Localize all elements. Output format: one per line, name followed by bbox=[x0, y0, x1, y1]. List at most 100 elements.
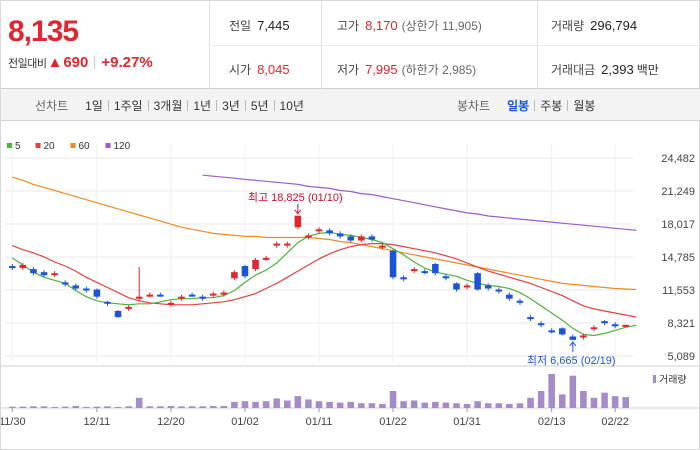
volume-bar bbox=[262, 401, 270, 408]
volume-bar bbox=[484, 403, 492, 408]
candle-body bbox=[72, 285, 80, 289]
y-tick-label: 8,321 bbox=[667, 318, 695, 330]
candle-body bbox=[622, 324, 629, 327]
candles bbox=[9, 215, 629, 340]
candle-body bbox=[537, 323, 545, 326]
divider bbox=[107, 99, 109, 111]
divider bbox=[187, 99, 189, 111]
y-tick-label: 14,785 bbox=[661, 252, 695, 264]
period-1y-button[interactable]: 1년 bbox=[193, 98, 212, 113]
ma-legend: 5 20 60 120 bbox=[7, 141, 131, 152]
volume-bar bbox=[51, 406, 58, 408]
volume-bar bbox=[336, 402, 344, 408]
divider bbox=[537, 1, 538, 89]
candle-body bbox=[283, 243, 291, 246]
quote-panel: 8,135 전일대비 ▲ 690 +9.27% 전일 7,445 고가 8,17… bbox=[1, 1, 700, 89]
candlestick-chart[interactable]: 5 20 60 120 최고 18,825 (01/10) 최저 6,665 (02/1… bbox=[0, 122, 700, 450]
volume-bar bbox=[294, 396, 302, 408]
volume-bar bbox=[252, 401, 259, 408]
volume-bar bbox=[283, 400, 291, 408]
volume-bar bbox=[474, 401, 481, 408]
annotations: 최고 18,825 (01/10) 최저 6,665 (02/19) bbox=[248, 191, 616, 367]
period-3m-button[interactable]: 3개월 bbox=[153, 98, 183, 113]
candle-body bbox=[336, 233, 344, 237]
current-price: 8,135 bbox=[8, 15, 79, 48]
candle-body bbox=[220, 292, 228, 295]
volume-bar bbox=[157, 406, 164, 408]
legend-swatch bbox=[7, 143, 12, 148]
candle-body bbox=[506, 294, 513, 299]
change-value: 690 bbox=[63, 54, 89, 71]
volume-bar bbox=[421, 402, 429, 408]
volume-bar bbox=[114, 406, 122, 408]
volume-bar bbox=[548, 374, 555, 408]
monthly-candle-button[interactable]: 월봉 bbox=[573, 98, 596, 113]
candle-body bbox=[51, 273, 58, 276]
candle-body bbox=[442, 276, 450, 279]
candle-body bbox=[463, 285, 471, 288]
volume-bar bbox=[315, 401, 323, 408]
low-price: 저가 7,995 (하한가 2,985) bbox=[337, 61, 476, 78]
daily-candle-button[interactable]: 일봉 bbox=[507, 98, 530, 113]
candle-body bbox=[347, 236, 355, 241]
candle-body bbox=[188, 294, 196, 297]
candle-body bbox=[558, 328, 566, 335]
divider bbox=[147, 99, 149, 111]
candle-body bbox=[474, 273, 481, 290]
period-5y-button[interactable]: 5년 bbox=[250, 98, 269, 113]
line-chart-periods: 선차트 1일 1주일 3개월 1년 3년 5년 10년 bbox=[35, 89, 309, 121]
high-label: 고가 bbox=[337, 19, 360, 33]
y-axis: 24,482 21,249 18,017 14,785 11,553 8,321 5,089 bbox=[661, 153, 695, 363]
y-tick-label: 5,089 bbox=[667, 351, 695, 363]
candle-body bbox=[252, 259, 259, 270]
candle-body bbox=[611, 324, 619, 327]
candle-body bbox=[19, 265, 27, 269]
candle-body bbox=[167, 302, 175, 305]
y-tick-label: 11,553 bbox=[662, 285, 695, 297]
candle-body bbox=[368, 236, 376, 240]
ma120-line bbox=[202, 174, 637, 231]
high-arrow-icon bbox=[294, 209, 302, 215]
volume-bar bbox=[432, 401, 439, 408]
volume-bar bbox=[40, 406, 48, 408]
divider bbox=[534, 99, 536, 111]
candle-body bbox=[315, 229, 323, 232]
weekly-candle-button[interactable]: 주봉 bbox=[540, 98, 563, 113]
x-tick-label: 01/31 bbox=[453, 416, 481, 428]
volume-bar bbox=[199, 406, 206, 408]
candle-body bbox=[241, 266, 249, 277]
period-1d-button[interactable]: 1일 bbox=[85, 98, 103, 113]
grid bbox=[1, 144, 700, 409]
divider bbox=[273, 99, 275, 111]
quote-stats: 전일 7,445 고가 8,170 (상한가 11,905) 거래량 296,7… bbox=[211, 1, 700, 89]
upper-limit: (상한가 11,905) bbox=[401, 19, 482, 33]
volume-bar bbox=[209, 405, 217, 408]
legend-label: 5 bbox=[15, 141, 21, 152]
candle-body bbox=[30, 269, 37, 274]
volume-bar bbox=[569, 375, 577, 408]
period-3y-button[interactable]: 3년 bbox=[222, 98, 240, 113]
x-tick-label: 01/02 bbox=[231, 416, 259, 428]
ma5-line bbox=[11, 231, 637, 337]
candle-body bbox=[61, 282, 69, 285]
volume-bar bbox=[178, 406, 185, 408]
high-annotation: 최고 18,825 (01/10) bbox=[248, 191, 343, 204]
volume-bar bbox=[463, 403, 471, 408]
period-10y-button[interactable]: 10년 bbox=[279, 98, 304, 113]
volume: 거래량 296,794 bbox=[551, 17, 637, 34]
volume-bar bbox=[389, 391, 397, 408]
open-label: 시가 bbox=[229, 63, 252, 77]
volume-bar bbox=[506, 403, 513, 408]
candle-body bbox=[569, 336, 577, 340]
volume-bar bbox=[72, 405, 80, 408]
volume-bar bbox=[558, 394, 566, 408]
candle-body bbox=[590, 327, 598, 330]
candle-body bbox=[273, 243, 280, 246]
candle-body bbox=[379, 245, 386, 248]
period-1w-button[interactable]: 1주일 bbox=[113, 98, 143, 113]
volume-bar bbox=[220, 405, 228, 408]
volume-bar bbox=[30, 406, 37, 408]
volume-bar bbox=[19, 406, 27, 408]
candle-body bbox=[157, 294, 164, 297]
volume-bar bbox=[580, 391, 587, 408]
